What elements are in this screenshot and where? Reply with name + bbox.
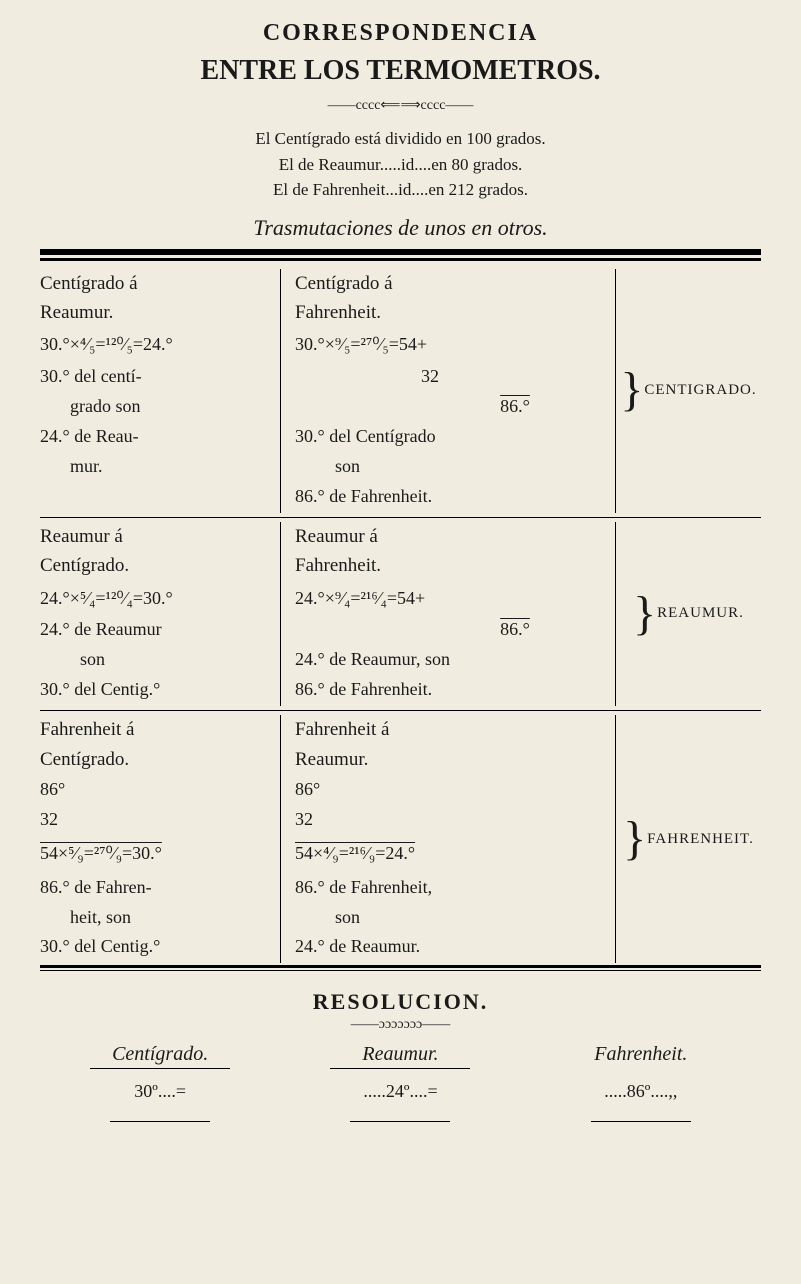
footer-c1: Centígrado. bbox=[90, 1043, 230, 1069]
b1-mid-l4: son bbox=[295, 453, 605, 481]
b3-mid-86: 86° bbox=[295, 776, 605, 804]
b2-left-l3: 24.° de Reaumur bbox=[40, 616, 270, 644]
b3-left-l4: heit, son bbox=[40, 904, 270, 932]
b2-left-l5: 30.° del Centig.° bbox=[40, 676, 270, 704]
intro-line-3: El de Fahrenheit...id....en 212 grados. bbox=[40, 177, 761, 203]
b1-mid-l5: 86.° de Fahrenheit. bbox=[295, 483, 605, 511]
b1-left-l3a: 30.° del centí- bbox=[40, 363, 270, 391]
b1-left-l4: 24.° de Reau- bbox=[40, 423, 270, 451]
equals-1: 30º....= bbox=[40, 1081, 280, 1102]
brace-icon-3: } bbox=[623, 820, 647, 858]
divider-top: ——cccc⟸⟹cccc—— bbox=[40, 97, 761, 114]
b3-mid-title-b: Reaumur. bbox=[295, 745, 605, 774]
block-centigrado: Centígrado á Reaumur. 30.°×⁴⁄₅=¹²⁰⁄₅=24.… bbox=[40, 269, 761, 513]
b3-left-formula: 54×⁵⁄₉=²⁷⁰⁄₉=30.° bbox=[40, 840, 162, 868]
block1-left: Centígrado á Reaumur. 30.°×⁴⁄₅=¹²⁰⁄₅=24.… bbox=[40, 269, 281, 513]
b2-mid-l4: 86.° de Fahrenheit. bbox=[295, 676, 605, 704]
b1-left-l5: mur. bbox=[40, 453, 270, 481]
b2-mid-86: 86.° bbox=[485, 616, 545, 644]
b1-mid-title-b: Fahrenheit. bbox=[295, 298, 605, 327]
intro-line-1: El Centígrado está dividido en 100 grado… bbox=[40, 126, 761, 152]
ul-1 bbox=[110, 1121, 210, 1122]
b1-left-l3b: grado son bbox=[40, 393, 270, 421]
b3-left-title-a: Fahrenheit á bbox=[40, 715, 270, 744]
b3-left-l5: 30.° del Centig.° bbox=[40, 933, 270, 961]
b2-mid-formula: 24.°×⁹⁄₄=²¹⁶⁄₄=54+ bbox=[295, 585, 605, 613]
b3-mid-title-a: Fahrenheit á bbox=[295, 715, 605, 744]
b2-left-title-a: Reaumur á bbox=[40, 522, 270, 551]
ornate-title: CORRESPONDENCIA bbox=[40, 20, 761, 47]
thick-rule bbox=[40, 249, 761, 261]
b3-left-l3: 86.° de Fahren- bbox=[40, 874, 270, 902]
intro-block: El Centígrado está dividido en 100 grado… bbox=[40, 126, 761, 203]
b3-right-label: FAHRENHEIT. bbox=[647, 828, 754, 851]
b3-mid-l3: 86.° de Fahrenheit, bbox=[295, 874, 605, 902]
block3-right: } FAHRENHEIT. bbox=[616, 715, 761, 963]
b3-mid-l4: son bbox=[295, 904, 605, 932]
block-fahrenheit: Fahrenheit á Centígrado. 86° 32 54×⁵⁄₉=²… bbox=[40, 715, 761, 963]
equals-underlines bbox=[40, 1106, 761, 1127]
block3-left: Fahrenheit á Centígrado. 86° 32 54×⁵⁄₉=²… bbox=[40, 715, 281, 963]
b1-left-formula: 30.°×⁴⁄₅=¹²⁰⁄₅=24.° bbox=[40, 331, 270, 359]
footer-col-2: Reaumur. bbox=[280, 1043, 520, 1069]
equals-2: .....24º....= bbox=[280, 1081, 520, 1102]
block2-mid: Reaumur á Fahrenheit. 24.°×⁹⁄₄=²¹⁶⁄₄=54+… bbox=[281, 522, 616, 706]
b3-left-86: 86° bbox=[40, 776, 270, 804]
brace-icon-2: } bbox=[633, 595, 657, 633]
b1-mid-32: 32 bbox=[295, 363, 605, 391]
b1-left-title-b: Reaumur. bbox=[40, 298, 270, 327]
b2-mid-l3: 24.° de Reaumur, son bbox=[295, 646, 605, 674]
footer-headers: Centígrado. Reaumur. Fahrenheit. bbox=[40, 1043, 761, 1069]
equals-row: 30º....= .....24º....= .....86º....,, bbox=[40, 1081, 761, 1102]
footer-c2: Reaumur. bbox=[330, 1043, 470, 1069]
b3-mid-l5: 24.° de Reaumur. bbox=[295, 933, 605, 961]
brace-icon: } bbox=[620, 371, 644, 409]
ul-2 bbox=[350, 1121, 450, 1122]
b3-mid-32: 32 bbox=[295, 806, 605, 834]
block1-mid: Centígrado á Fahrenheit. 30.°×⁹⁄₅=²⁷⁰⁄₅=… bbox=[281, 269, 616, 513]
b2-right-label: REAUMUR. bbox=[657, 602, 744, 625]
b2-left-formula: 24.°×⁵⁄₄=¹²⁰⁄₄=30.° bbox=[40, 585, 270, 613]
rule-2 bbox=[40, 710, 761, 711]
divider-2: ——ɔɔɔɔɔɔɔ—— bbox=[40, 1017, 761, 1033]
b2-mid-title-a: Reaumur á bbox=[295, 522, 605, 551]
b1-mid-formula: 30.°×⁹⁄₅=²⁷⁰⁄₅=54+ bbox=[295, 331, 605, 359]
block2-left: Reaumur á Centígrado. 24.°×⁵⁄₄=¹²⁰⁄₄=30.… bbox=[40, 522, 281, 706]
b2-left-l4: son bbox=[40, 646, 270, 674]
intro-line-2: El de Reaumur.....id....en 80 grados. bbox=[40, 152, 761, 178]
b1-left-title-a: Centígrado á bbox=[40, 269, 270, 298]
b2-left-title-b: Centígrado. bbox=[40, 551, 270, 580]
trasmut-title: Trasmutaciones de unos en otros. bbox=[40, 215, 761, 241]
rule-3 bbox=[40, 965, 761, 971]
footer-col-3: Fahrenheit. bbox=[521, 1043, 761, 1068]
b1-mid-l3: 30.° del Centígrado bbox=[295, 423, 605, 451]
b1-mid-86: 86.° bbox=[485, 393, 545, 421]
ul-3 bbox=[591, 1121, 691, 1122]
b3-left-title-b: Centígrado. bbox=[40, 745, 270, 774]
subtitle: ENTRE LOS TERMOMETROS. bbox=[40, 55, 761, 87]
block2-right: } REAUMUR. bbox=[616, 522, 761, 706]
block1-right: } CENTIGRADO. bbox=[616, 269, 761, 513]
b1-right-label: CENTIGRADO. bbox=[644, 379, 756, 402]
block-reaumur: Reaumur á Centígrado. 24.°×⁵⁄₄=¹²⁰⁄₄=30.… bbox=[40, 522, 761, 706]
b1-mid-title-a: Centígrado á bbox=[295, 269, 605, 298]
equals-3: .....86º....,, bbox=[521, 1081, 761, 1102]
block3-mid: Fahrenheit á Reaumur. 86° 32 54×⁴⁄₉=²¹⁶⁄… bbox=[281, 715, 616, 963]
footer-c3: Fahrenheit. bbox=[571, 1043, 711, 1068]
b2-mid-title-b: Fahrenheit. bbox=[295, 551, 605, 580]
b3-mid-formula: 54×⁴⁄₉=²¹⁶⁄₉=24.° bbox=[295, 840, 415, 868]
footer-col-1: Centígrado. bbox=[40, 1043, 280, 1069]
rule-1 bbox=[40, 517, 761, 518]
ornate-title-2: RESOLUCION. bbox=[40, 989, 761, 1015]
b3-left-32: 32 bbox=[40, 806, 270, 834]
